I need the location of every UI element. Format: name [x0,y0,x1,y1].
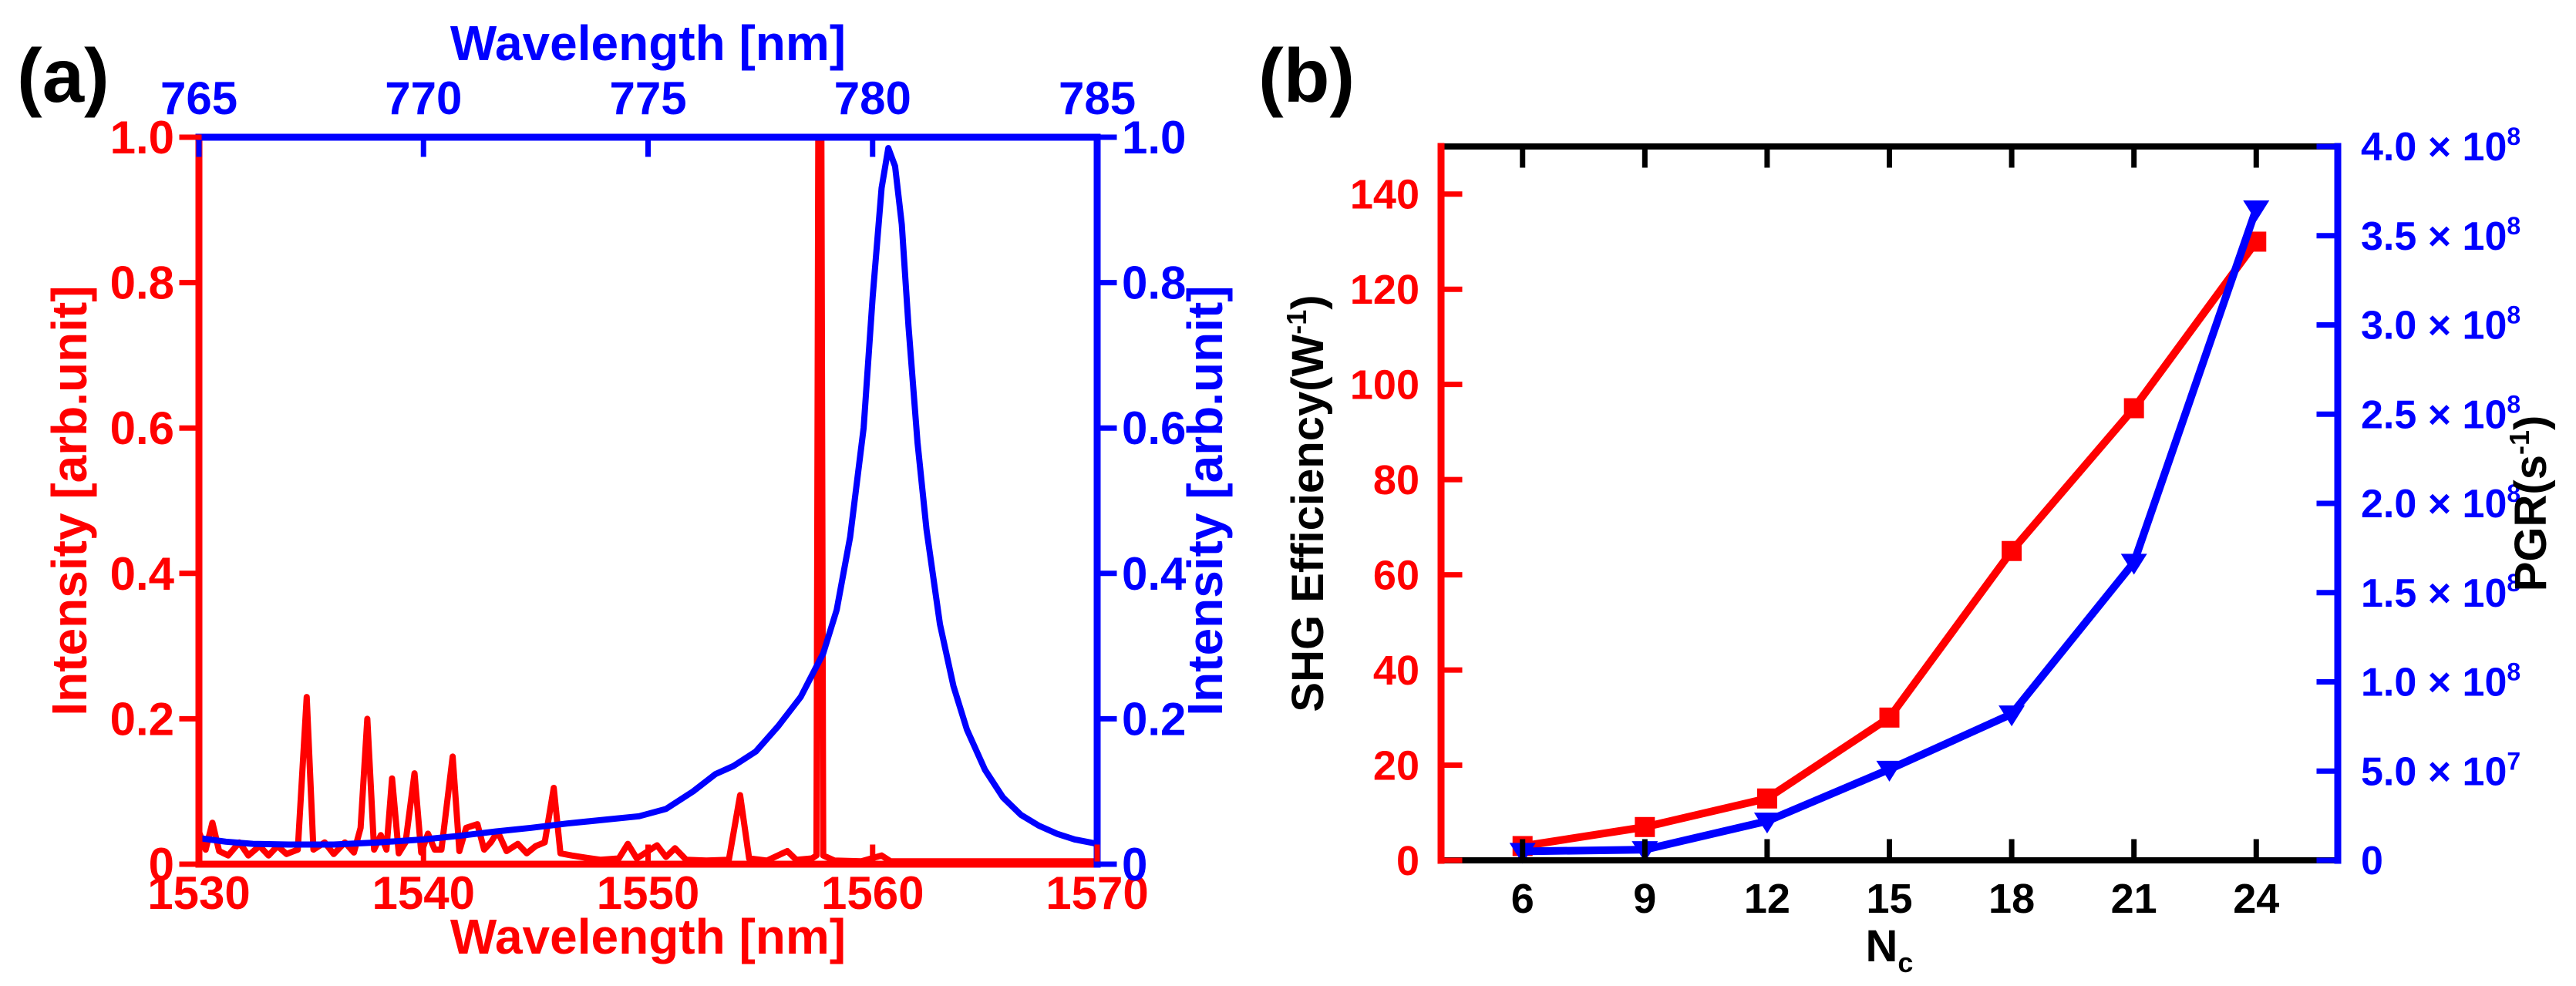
top-tick-label: 780 [834,72,911,124]
left-axis-title: SHG Efficiency(W-1) [1281,294,1333,712]
top-tick-label: 765 [160,72,237,124]
square-marker [1879,707,1900,728]
square-marker [1756,788,1777,809]
x-tick-label: 24 [2233,876,2279,922]
bottom-tick-label: 1540 [372,867,475,919]
right-tick-label: 0.4 [1122,548,1187,600]
panel-b-plot: 6 9 12 15 18 21 24 0 20 40 60 80 100 120 140 0 5.0 × 107… [1281,123,2556,978]
right-tick-label: 0 [1122,839,1147,890]
left-tick-label: 1.0 [110,112,174,163]
right-tick-label: 3.5 × 108 [2361,212,2520,259]
bottom-tick-label: 1560 [821,867,924,919]
left-tick-label: 40 [1373,648,1419,694]
panel-b-letter: (b) [1258,33,1355,118]
x-tick-label: 12 [1744,876,1790,922]
x-tick-label: 9 [1633,876,1656,922]
right-tick-label: 3.0 × 108 [2361,301,2520,348]
panel-b: (b) 6 9 12 15 18 21 24 0 20 40 60 80 100 120 140 0 5.0 ×… [1258,33,2556,978]
right-tick-label: 2.0 × 108 [2361,480,2520,527]
bottom-axis-title: Wavelength [nm] [450,909,846,964]
pump-spectrum-curve [196,134,1100,865]
left-tick-label: 0 [149,839,174,890]
panel-a-letter: (a) [17,33,109,118]
left-tick-label: 120 [1350,267,1419,313]
left-tick-label: 0.4 [110,548,175,600]
panel-a-plot: 1530 1540 1550 1560 1570 765 770 775 780 785 0 0.2 0… [42,15,1233,964]
square-marker [2123,398,2144,419]
left-tick-label: 0.2 [110,693,174,745]
x-tick-label: 18 [1988,876,2035,922]
triangle-down-marker [2120,554,2147,575]
top-tick-label: 775 [609,72,686,124]
bottom-tick-label: 1530 [147,867,250,919]
triangle-down-marker [1876,760,1903,782]
bottom-tick-label: 1570 [1046,867,1148,919]
right-tick-label: 4.0 × 108 [2361,123,2520,170]
left-tick-label: 140 [1350,172,1419,218]
triangle-down-marker [2243,200,2270,222]
left-tick-label: 20 [1373,743,1419,789]
top-tick-label: 770 [385,72,462,124]
left-tick-label: 100 [1350,362,1419,409]
x-tick-label: 15 [1866,876,1912,922]
left-axis-title: Intensity [arb.unit] [42,285,97,715]
right-axis-title: PGR(s-1) [2504,416,2556,592]
square-marker [1635,816,1655,837]
right-tick-label: 1.0 [1122,112,1186,163]
right-tick-label: 0 [2361,839,2383,883]
x-tick-label: 6 [1511,876,1534,922]
right-tick-label: 0.8 [1122,257,1186,309]
right-tick-label: 0.2 [1122,693,1186,745]
right-tick-label: 5.0 × 107 [2361,747,2520,794]
bottom-tick-label: 1550 [597,867,699,919]
triangle-down-marker [1999,705,2025,727]
right-tick-label: 1.0 × 108 [2361,658,2520,705]
shg-spectrum-curve [196,145,1100,848]
left-tick-label: 0 [1396,838,1419,884]
triangle-down-marker [1753,813,1780,834]
top-axis-title: Wavelength [nm] [450,15,846,71]
x-axis-title: Nc [1866,921,1914,978]
right-tick-label: 1.5 × 108 [2361,569,2520,616]
left-tick-label: 60 [1373,553,1419,599]
left-tick-label: 0.8 [110,257,174,309]
right-tick-label: 0.6 [1122,402,1186,454]
right-tick-label: 2.5 × 108 [2361,390,2520,437]
pgr-line [1518,205,2261,856]
shg-efficiency-line [1518,237,2261,850]
left-tick-label: 80 [1373,457,1419,503]
x-tick-label: 21 [2111,876,2157,922]
panel-a: (a) 1530 1540 1550 1560 1570 765 770 775 780 785 0… [17,15,1233,964]
square-marker [2002,540,2022,561]
left-tick-label: 0.6 [110,402,174,454]
right-axis-title: Intensity [arb.unit] [1177,285,1233,715]
top-tick-label: 785 [1059,72,1136,124]
